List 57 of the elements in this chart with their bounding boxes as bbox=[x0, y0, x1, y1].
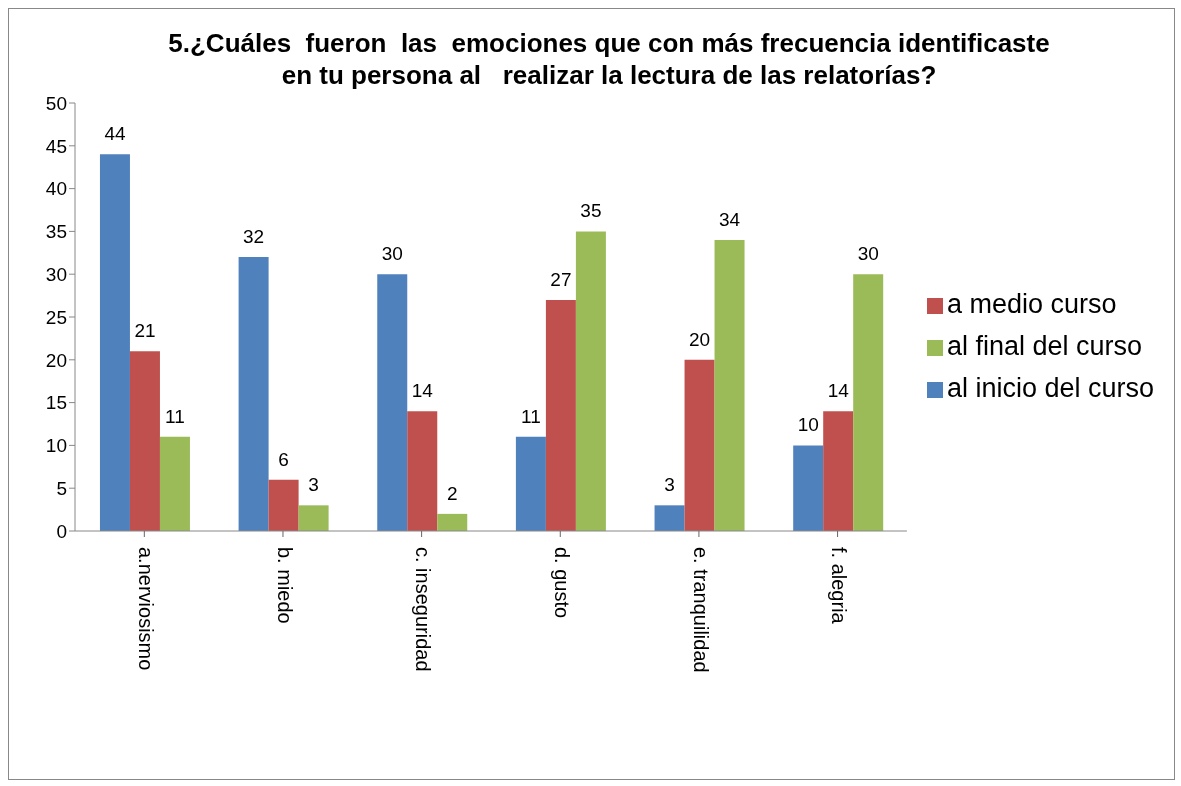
legend-label: a medio curso bbox=[946, 289, 1117, 319]
bar bbox=[99, 154, 130, 531]
data-label: 27 bbox=[550, 268, 572, 290]
y-tick-label: 20 bbox=[45, 349, 67, 371]
bar bbox=[853, 274, 884, 531]
bar bbox=[684, 359, 715, 531]
y-tick-label: 50 bbox=[45, 92, 67, 114]
x-tick-label: c. inseguridad bbox=[412, 547, 435, 672]
x-tick-label: f. alegria bbox=[828, 547, 851, 625]
bar bbox=[793, 445, 824, 531]
data-label: 6 bbox=[278, 448, 289, 470]
x-tick-label: a.nerviosismo bbox=[135, 547, 158, 671]
bar bbox=[129, 351, 160, 531]
data-label: 30 bbox=[857, 243, 879, 265]
bar bbox=[377, 274, 408, 531]
data-label: 44 bbox=[104, 123, 126, 145]
bar bbox=[545, 299, 576, 531]
data-label: 21 bbox=[134, 320, 156, 342]
data-label: 30 bbox=[381, 243, 403, 265]
y-tick-label: 10 bbox=[45, 435, 67, 457]
bar bbox=[437, 513, 468, 531]
data-label: 3 bbox=[308, 474, 319, 496]
legend-label: al final del curso bbox=[946, 331, 1142, 361]
data-label: 34 bbox=[718, 208, 741, 230]
data-label: 11 bbox=[521, 405, 541, 427]
y-tick-label: 15 bbox=[45, 392, 67, 414]
bar bbox=[407, 411, 438, 531]
data-label: 2 bbox=[446, 482, 458, 504]
bar bbox=[823, 411, 854, 531]
y-tick-label: 45 bbox=[45, 135, 67, 157]
bar bbox=[159, 436, 190, 531]
y-tick-label: 0 bbox=[56, 520, 67, 542]
data-label: 14 bbox=[411, 380, 434, 402]
x-tick-label: d. gusto bbox=[550, 547, 573, 619]
bar bbox=[298, 505, 329, 531]
data-label: 10 bbox=[797, 414, 819, 436]
bar bbox=[575, 231, 606, 531]
data-label: 32 bbox=[243, 226, 265, 248]
bar bbox=[714, 239, 745, 531]
bar bbox=[238, 257, 269, 531]
x-tick-label: b. miedo bbox=[273, 547, 296, 624]
y-tick-label: 25 bbox=[45, 306, 67, 328]
data-label: 3 bbox=[664, 474, 675, 496]
data-label: 35 bbox=[580, 200, 602, 222]
data-label: 14 bbox=[827, 380, 850, 402]
data-label: 11 bbox=[165, 405, 185, 427]
y-tick-label: 30 bbox=[45, 263, 67, 285]
x-tick-label: e. tranquilidad bbox=[689, 547, 712, 673]
bar bbox=[268, 479, 299, 531]
bar bbox=[515, 436, 546, 531]
y-tick-label: 5 bbox=[56, 477, 67, 499]
bar bbox=[654, 505, 685, 531]
legend-label: al inicio del curso bbox=[946, 373, 1154, 403]
y-tick-label: 35 bbox=[45, 221, 67, 243]
data-label: 20 bbox=[688, 328, 711, 350]
y-tick-label: 40 bbox=[45, 178, 67, 200]
chart-title: 5.¿Cuáles fueron las emociones que con más frecuencia identificaste en tu persona al realizar la lectura de las relatorías? bbox=[167, 27, 1051, 91]
